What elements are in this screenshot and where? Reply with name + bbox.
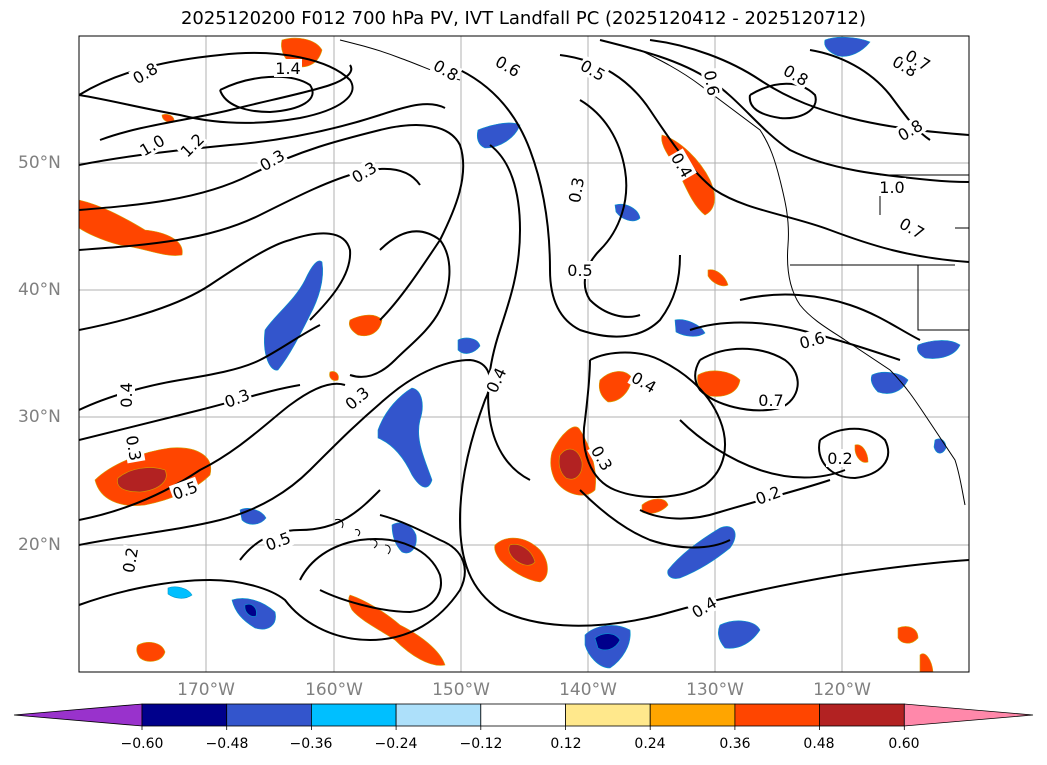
- contour-label: 0.8: [780, 61, 812, 90]
- contour-labels: 0.8 1.41.0 1.20.8 0.6 0.5 0.6 0.8 0.80.80.71.00…: [117, 45, 935, 622]
- colorbar-segment: [480, 703, 566, 727]
- contour-label-bg: [779, 60, 813, 90]
- lat-label: 50°N: [18, 153, 61, 173]
- contour-label-bg: [135, 130, 169, 160]
- negative-anomaly-shading: [167, 36, 961, 669]
- contour-label-bg: [901, 45, 935, 75]
- contour-label-bg: [168, 476, 202, 504]
- contour-label-bg: [564, 174, 588, 206]
- contour-label: 0.2: [119, 546, 142, 574]
- contour-label-bg: [576, 55, 610, 85]
- lon-label: 130°W: [686, 680, 744, 700]
- contour-label-bg: [796, 327, 828, 353]
- contour-label-bg: [340, 382, 374, 414]
- contour-label-bg: [261, 527, 295, 555]
- contour-label: 0.4: [628, 368, 660, 397]
- contour-label: 1.4: [275, 59, 300, 78]
- colorbar-extension-high: [903, 703, 1034, 727]
- colorbar-tick-label: −0.36: [289, 736, 333, 752]
- contour-label-bg: [128, 58, 162, 88]
- contour-label: 0.8: [894, 116, 926, 145]
- lat-label: 30°N: [18, 407, 61, 427]
- contour-label: 0.8: [129, 59, 161, 88]
- colorbar-tick-label: 0.24: [634, 736, 666, 752]
- colorbar-extension-low: [13, 703, 143, 727]
- contour-label-bg: [429, 55, 463, 85]
- contour-label: 0.6: [492, 52, 524, 81]
- contour-label-bg: [751, 481, 785, 509]
- contour-label: 0.3: [122, 434, 145, 462]
- lat-label: 20°N: [18, 535, 61, 555]
- colorbar-tick-label: −0.60: [120, 736, 164, 752]
- contour-label: 1.2: [177, 130, 208, 161]
- contour-label-bg: [667, 148, 697, 182]
- contour-label: 0.8: [430, 56, 462, 85]
- contour-label-bg: [700, 67, 724, 99]
- pv-contours: [79, 39, 969, 642]
- contour-label-bg: [893, 115, 927, 145]
- contour-label-bg: [122, 432, 146, 464]
- colorbar-tick-label: 0.12: [550, 736, 582, 752]
- contour-label-bg: [491, 51, 525, 81]
- contour-label: 0.3: [348, 158, 380, 187]
- contour-label: 0.6: [700, 69, 723, 97]
- contour-label-bg: [878, 178, 906, 196]
- contour-label-bg: [757, 391, 785, 409]
- coastlines: [334, 39, 969, 555]
- map-title: 2025120200 F012 700 hPa PV, IVT Landfall…: [180, 8, 867, 29]
- contour-label-bg: [687, 592, 721, 622]
- contour-label-bg: [587, 441, 617, 475]
- contour-label: 0.6: [797, 328, 827, 353]
- colorbar-tick-label: −0.48: [205, 736, 249, 752]
- contour-label: 0.3: [565, 176, 588, 204]
- contour-label-bg: [481, 363, 511, 397]
- contour-label-bg: [118, 544, 142, 576]
- colorbar-tick-label: 0.48: [803, 736, 835, 752]
- lon-label: 120°W: [813, 680, 871, 700]
- contour-label-bg: [117, 381, 135, 409]
- colorbar-segment: [226, 703, 312, 727]
- contour-label: 0.3: [341, 383, 373, 414]
- contour-label-bg: [566, 261, 594, 279]
- colorbar-segment: [734, 703, 821, 727]
- colorbar-tick-label: 0.36: [719, 736, 751, 752]
- contour-label-bg: [220, 384, 254, 412]
- contour-label: 0.4: [117, 382, 136, 407]
- colorbar-tick-label: −0.24: [374, 736, 418, 752]
- colorbar-segment: [310, 703, 397, 727]
- colorbar-tick-label: −0.12: [459, 736, 503, 752]
- lon-label: 170°W: [177, 680, 235, 700]
- colorbar-segment: [395, 703, 482, 727]
- contour-label: 0.5: [567, 261, 592, 280]
- contour-label-bg: [175, 128, 209, 162]
- contour-label: 0.7: [896, 214, 928, 243]
- contour-label-bg: [255, 145, 289, 175]
- colorbar-segment: [565, 703, 651, 727]
- lon-label: 150°W: [432, 680, 490, 700]
- map-frame: [78, 35, 970, 673]
- contour-label-bg: [826, 449, 854, 467]
- colorbar: [13, 703, 1034, 730]
- colorbar-segment: [649, 703, 736, 727]
- contour-label: 1.0: [879, 178, 904, 197]
- lon-label: 140°W: [559, 680, 617, 700]
- colorbar-tick-label: 0.60: [888, 736, 920, 752]
- contour-label-bg: [888, 51, 922, 81]
- contour-label-bg: [274, 59, 302, 77]
- lon-label: 160°W: [305, 680, 363, 700]
- contour-label-bg: [347, 157, 381, 187]
- contour-label: 0.2: [827, 449, 852, 468]
- contour-label-bg: [627, 367, 661, 397]
- colorbar-segment: [141, 703, 228, 727]
- contour-label: 0.7: [758, 391, 783, 410]
- colorbar-segment: [819, 703, 905, 727]
- lat-label: 40°N: [18, 280, 61, 300]
- contour-label-bg: [895, 213, 929, 243]
